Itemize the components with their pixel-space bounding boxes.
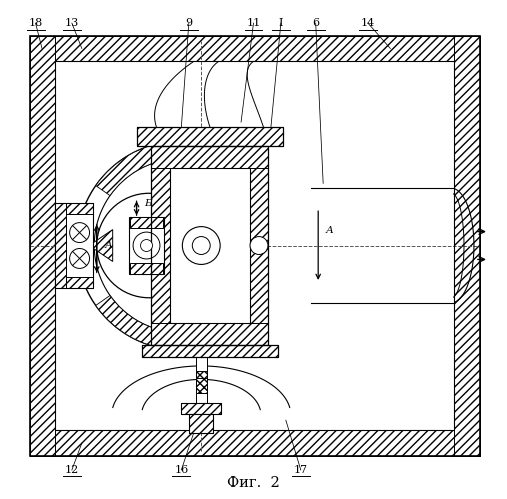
Bar <box>55 61 454 430</box>
Text: 9: 9 <box>185 18 192 28</box>
Bar <box>66 214 93 277</box>
Text: Фиг.  2: Фиг. 2 <box>227 477 280 491</box>
Circle shape <box>69 249 90 268</box>
Text: 11: 11 <box>246 18 261 28</box>
Bar <box>66 203 93 214</box>
Bar <box>29 430 480 456</box>
Text: 17: 17 <box>294 465 308 475</box>
Bar <box>196 378 207 393</box>
Bar <box>29 35 480 456</box>
Bar <box>182 403 221 414</box>
Circle shape <box>133 232 160 259</box>
Circle shape <box>97 193 201 298</box>
Bar <box>55 203 93 288</box>
Bar <box>249 168 268 323</box>
Bar <box>152 323 268 345</box>
Text: I: I <box>279 18 283 28</box>
Bar <box>136 127 283 146</box>
Text: Б: Б <box>144 199 152 208</box>
Bar <box>152 168 170 323</box>
Bar <box>129 217 164 274</box>
Bar <box>182 403 221 414</box>
Circle shape <box>183 227 220 264</box>
Bar <box>141 345 278 357</box>
Text: 13: 13 <box>65 18 79 28</box>
Circle shape <box>192 237 210 254</box>
Bar <box>311 61 454 430</box>
Bar <box>130 217 163 228</box>
Bar <box>196 357 207 403</box>
Bar <box>29 35 480 61</box>
Bar <box>66 277 93 288</box>
Wedge shape <box>96 141 174 196</box>
Bar <box>141 345 278 357</box>
Bar <box>152 146 268 168</box>
Circle shape <box>69 223 90 243</box>
Bar <box>189 414 213 433</box>
Wedge shape <box>96 295 174 350</box>
Circle shape <box>140 240 153 251</box>
Text: 6: 6 <box>312 18 319 28</box>
Bar <box>130 263 163 274</box>
Bar <box>152 146 268 345</box>
Text: 18: 18 <box>28 18 43 28</box>
Polygon shape <box>93 230 113 261</box>
Bar <box>29 35 55 456</box>
Bar <box>196 371 207 387</box>
Circle shape <box>250 237 268 254</box>
Bar <box>454 35 480 456</box>
Text: 12: 12 <box>65 465 79 475</box>
Text: 16: 16 <box>174 465 189 475</box>
Bar <box>189 414 213 433</box>
Bar <box>55 61 454 430</box>
Text: А: А <box>325 226 334 235</box>
Bar <box>170 168 249 323</box>
Text: 14: 14 <box>361 18 375 28</box>
Bar <box>136 127 283 146</box>
Bar <box>55 203 66 288</box>
Text: А: А <box>104 241 112 250</box>
